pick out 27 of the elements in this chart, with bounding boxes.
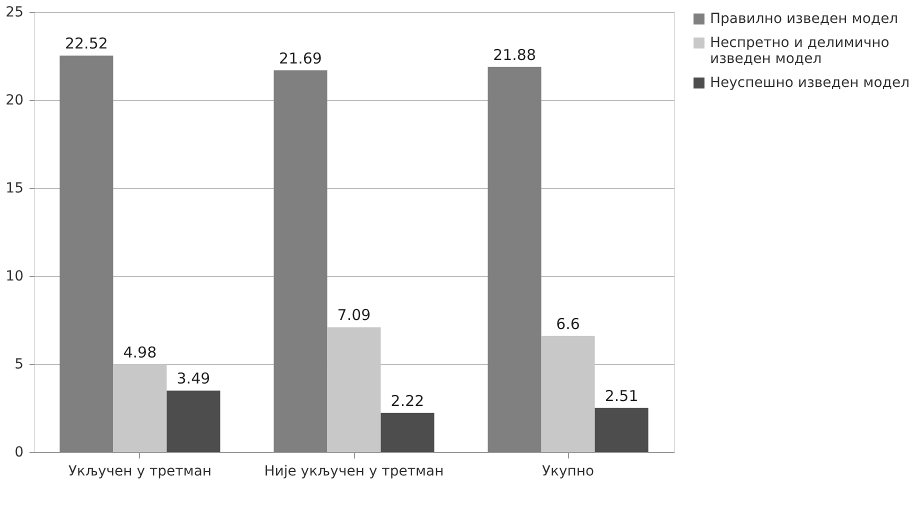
legend-label: Неспретно и делимично изведен модел <box>710 35 890 67</box>
bar <box>60 56 114 452</box>
x-tick-label: Није укључен у третман <box>264 464 444 480</box>
y-tick-label: 0 <box>14 444 24 460</box>
data-label: 7.09 <box>337 306 371 324</box>
bar <box>380 412 434 452</box>
data-label: 3.49 <box>176 370 210 388</box>
y-tick-label: 10 <box>6 268 24 284</box>
data-label: 21.69 <box>279 49 322 68</box>
legend-label: Неуспешно изведен модел <box>710 75 910 91</box>
data-label: 21.88 <box>493 46 536 64</box>
data-label: 2.22 <box>390 392 424 410</box>
bar <box>594 408 648 452</box>
y-tick-label: 20 <box>6 92 24 108</box>
data-label: 6.6 <box>556 314 580 333</box>
y-tick-label: 15 <box>6 180 24 196</box>
bar <box>488 66 542 452</box>
bar <box>274 70 328 452</box>
legend-label: Правилно изведен модел <box>710 11 898 27</box>
x-tick-label: Укључен у третман <box>68 464 212 480</box>
data-label: 22.52 <box>64 34 108 53</box>
y-tick-label: 5 <box>14 356 24 372</box>
data-label: 4.98 <box>123 343 157 362</box>
data-label: 2.51 <box>604 386 638 405</box>
x-tick-label: Укупно <box>542 464 594 480</box>
bar <box>166 390 220 452</box>
y-tick-label: 25 <box>6 4 24 20</box>
